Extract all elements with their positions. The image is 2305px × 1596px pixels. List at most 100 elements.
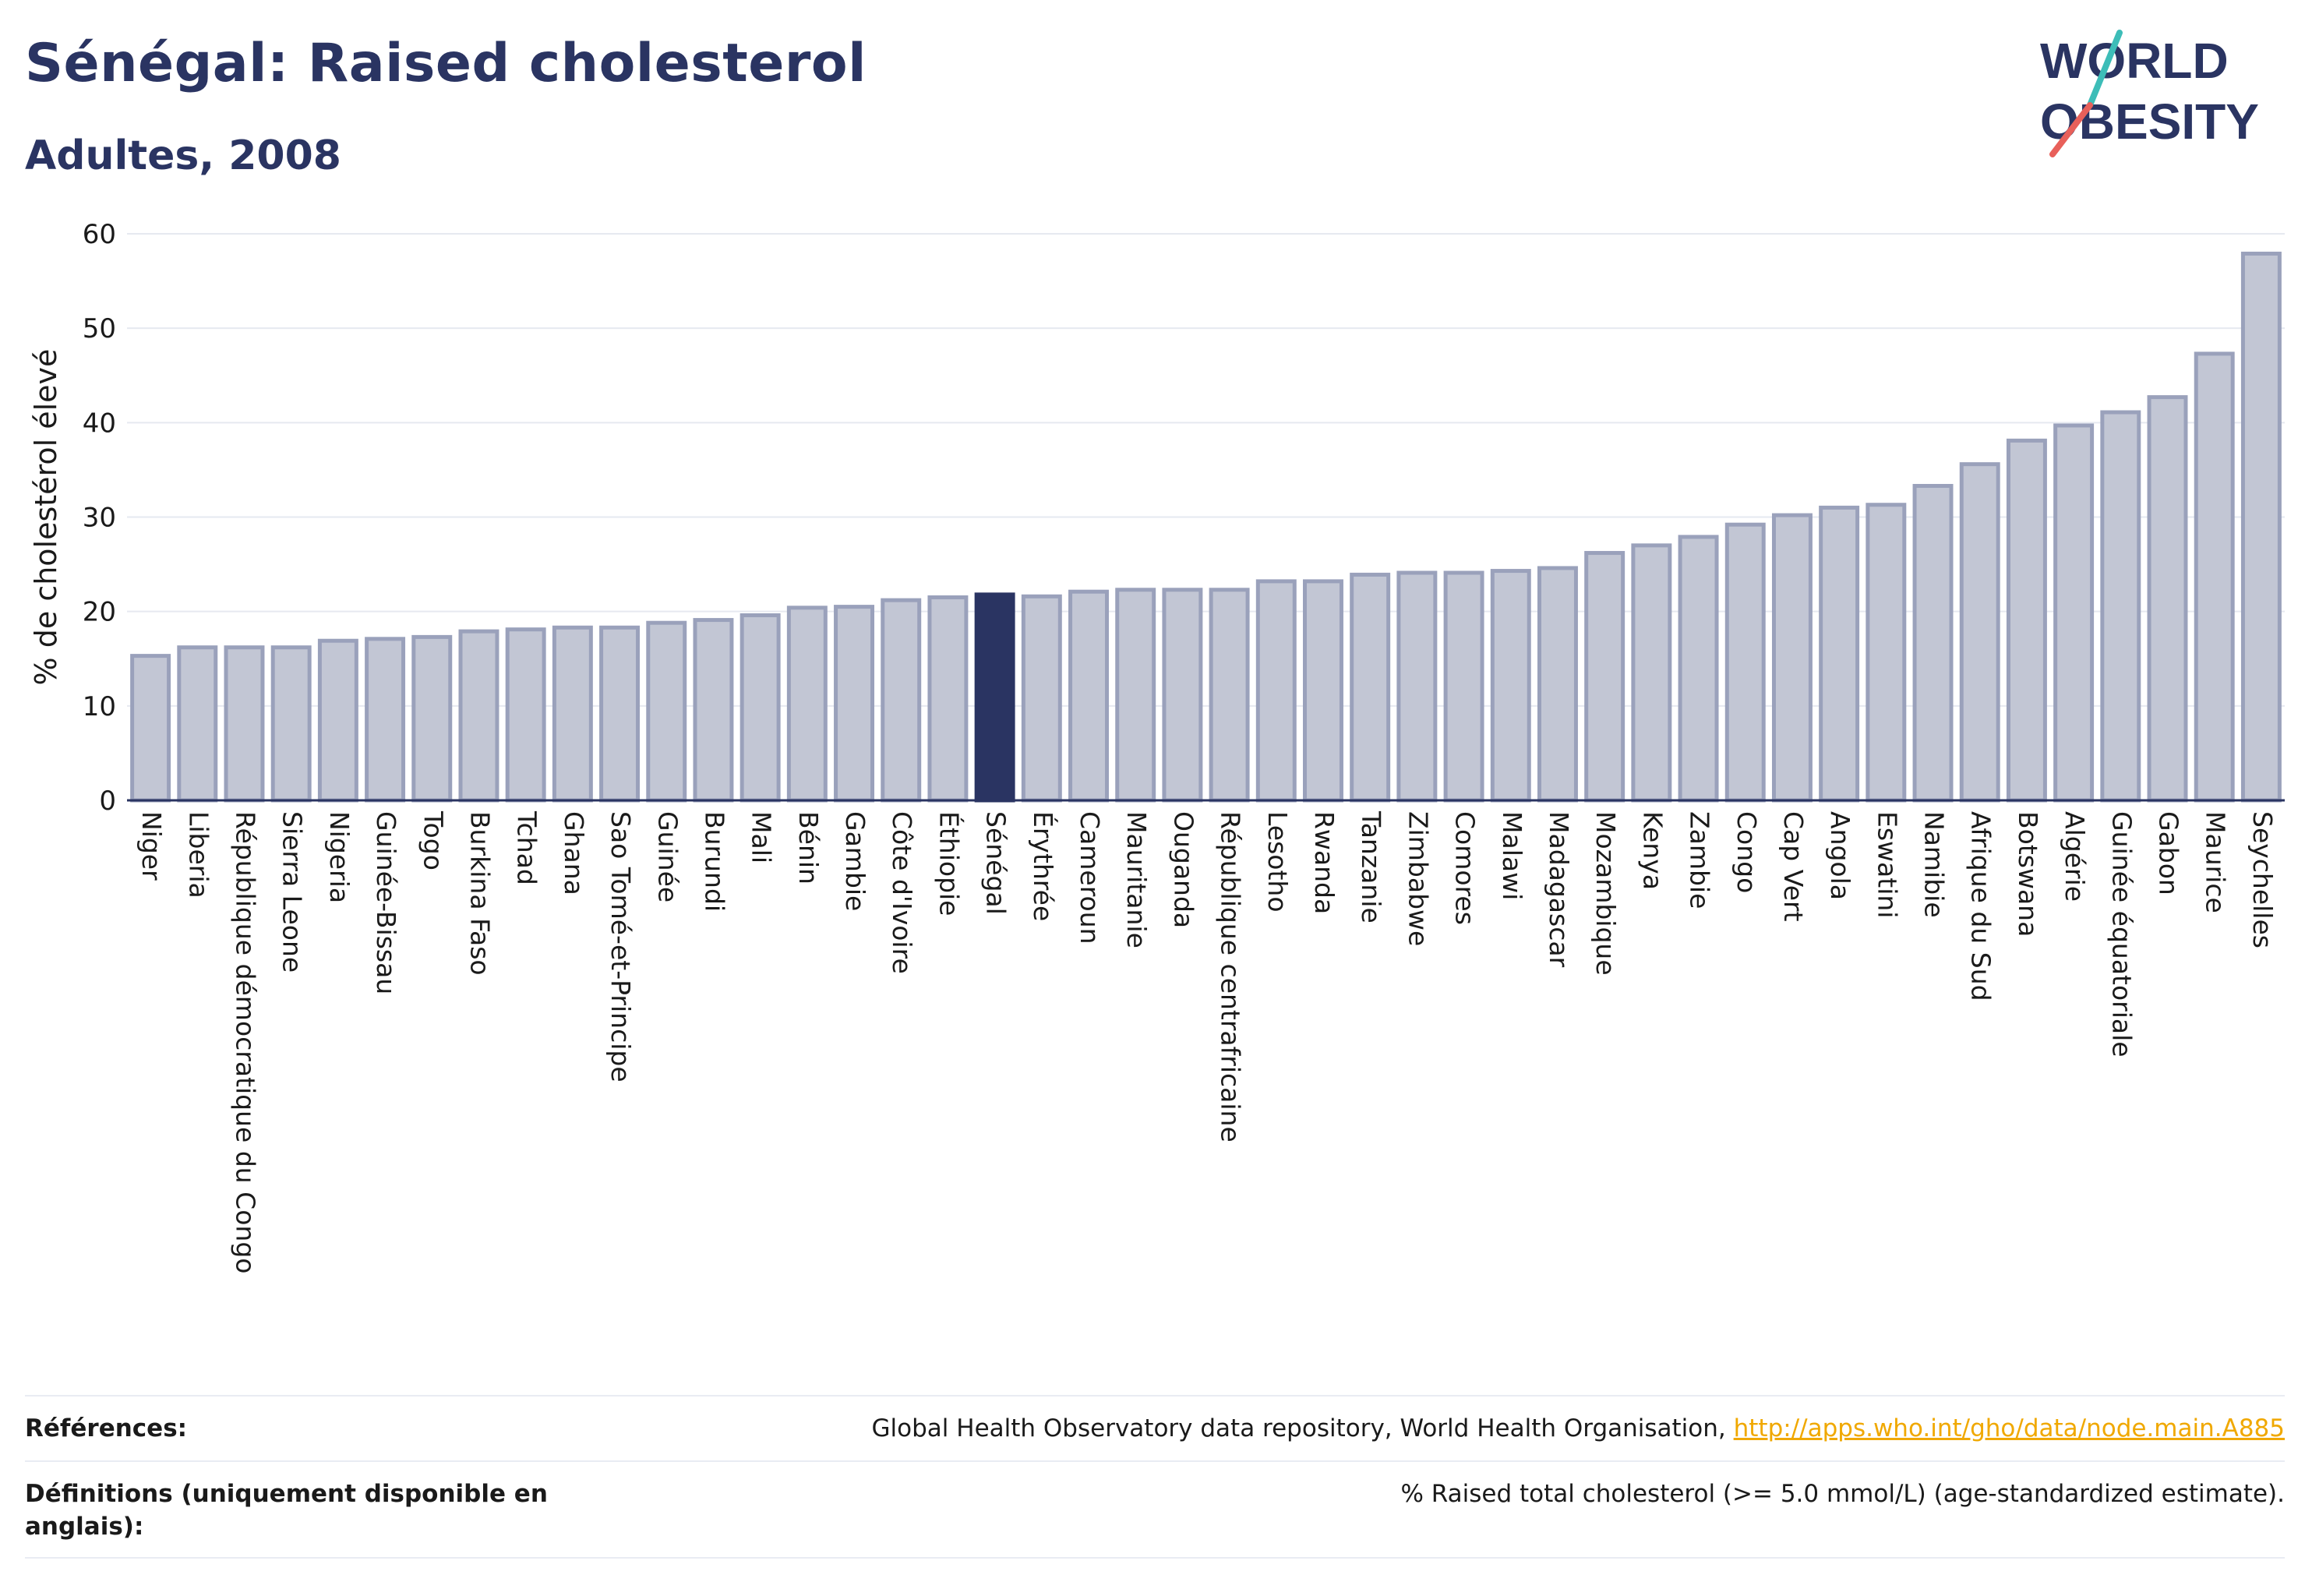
bar-guin-e-quatoriale	[2100, 410, 2141, 803]
x-tick-label: Nigeria	[324, 811, 355, 903]
bar-ghana	[552, 625, 593, 803]
x-tick-label: Maurice	[2201, 811, 2231, 913]
logo-slash-teal	[2087, 30, 2123, 108]
bar-eswatini	[1866, 503, 1907, 803]
bar-zambie	[1678, 535, 1719, 803]
x-tick-label: Gambie	[840, 811, 870, 911]
x-tick-label: Côte d'Ivoire	[887, 811, 917, 974]
bar-comores	[1443, 570, 1484, 803]
bar-angola	[1819, 505, 1860, 803]
x-tick-label: Comores	[1450, 811, 1481, 925]
x-tick-label: Lesotho	[1262, 811, 1293, 913]
x-tick-label: Sierra Leone	[277, 811, 308, 973]
x-tick-label: Kenya	[1637, 811, 1668, 890]
references-label: Références:	[25, 1414, 188, 1442]
x-tick-label: Guinée-Bissau	[371, 811, 401, 994]
y-tick-label: 40	[83, 408, 116, 439]
y-tick-labels: 0 10 20 30 40 50 60	[83, 219, 116, 817]
x-tick-label: République démocratique du Congo	[230, 811, 260, 1273]
x-tick-label: Algérie	[2060, 811, 2090, 902]
definitions-label: Définitions (uniquement disponible en an…	[25, 1480, 548, 1541]
x-tick-label: Togo	[418, 810, 448, 870]
bar-b-nin	[786, 606, 828, 803]
x-tick-label: Mauritanie	[1121, 811, 1152, 948]
bar-s-n-gal	[974, 592, 1015, 803]
bar-namibie	[1912, 484, 1954, 803]
y-tick-label: 10	[83, 691, 116, 722]
bar-guin-e	[646, 620, 687, 803]
bar-mali	[740, 613, 781, 803]
world-obesity-logo: WORLD OBESITY	[2040, 30, 2259, 157]
x-tick-label: Sénégal	[981, 811, 1011, 915]
bar-kenya	[1631, 543, 1672, 803]
definitions-row: Définitions (uniquement disponible en an…	[25, 1478, 2285, 1548]
bar-sierra-leone	[270, 645, 312, 803]
bar-tanzanie	[1350, 572, 1391, 803]
x-tick-label: Madagascar	[1544, 811, 1574, 968]
x-tick-label: Congo	[1731, 811, 1762, 893]
x-tick-label: Namibie	[1919, 811, 1950, 918]
bar-malawi	[1490, 569, 1531, 803]
bar-rwanda	[1303, 579, 1343, 803]
y-tick-label: 50	[83, 313, 116, 344]
x-tick-label: Sao Tomé-et-Principe	[605, 811, 636, 1082]
definitions-value: % Raised total cholesterol (>= 5.0 mmol/…	[1400, 1480, 2285, 1508]
x-tick-label: Angola	[1825, 811, 1855, 900]
logo-slash-red	[2049, 102, 2093, 157]
x-tick-label: Malawi	[1497, 811, 1527, 900]
x-tick-label: Mozambique	[1590, 811, 1621, 976]
x-tick-label: Botswana	[2013, 811, 2043, 937]
bar-gabon	[2147, 395, 2188, 803]
references-row: Références: Global Health Observatory da…	[25, 1412, 2285, 1446]
bar-chart: 0 10 20 30 40 50 60 Niger Liberia République dém…	[29, 219, 2285, 1273]
x-tick-label: Éthiopie	[934, 811, 965, 916]
bar-ouganda	[1162, 588, 1203, 803]
x-tick-label: Niger	[136, 811, 167, 881]
chart-title: Sénégal: Raised cholesterol	[25, 33, 867, 94]
x-tick-label: Guinée	[652, 811, 683, 902]
footer-rule-middle	[25, 1460, 2285, 1462]
x-tick-labels: Niger Liberia République démocratique du C…	[136, 810, 2278, 1273]
bar-madagascar	[1537, 566, 1578, 803]
x-tick-label: Guinée équatoriale	[2106, 811, 2137, 1058]
x-tick-label: Seychelles	[2247, 811, 2278, 948]
x-tick-label: Ouganda	[1168, 811, 1198, 928]
y-tick-label: 20	[83, 597, 116, 628]
x-tick-label: Zimbabwe	[1403, 811, 1433, 946]
x-tick-label: République centrafricaine	[1216, 811, 1246, 1142]
x-tick-label: Érythrée	[1028, 811, 1059, 921]
bar-seychelles	[2240, 251, 2282, 803]
x-tick-label: Liberia	[183, 811, 214, 899]
references-text: Global Health Observatory data repositor…	[871, 1414, 1734, 1442]
x-tick-label: Eswatini	[1872, 811, 1902, 918]
bar-c-te-d-ivoire	[881, 598, 922, 803]
bar--thiopie	[927, 595, 969, 803]
x-tick-label: Tchad	[512, 810, 542, 885]
bar-niger	[130, 654, 171, 803]
bar-tchad	[505, 627, 546, 803]
x-tick-label: Mali	[747, 811, 777, 863]
logo-line1: WORLD	[2040, 33, 2229, 89]
x-tick-label: Bénin	[793, 811, 824, 885]
bar-liberia	[177, 645, 218, 803]
bar-nigeria	[317, 638, 358, 803]
x-tick-label: Afrique du Sud	[1966, 811, 1996, 1001]
references-link[interactable]: http://apps.who.int/gho/data/node.main.A…	[1733, 1414, 2285, 1442]
references-value: Global Health Observatory data repositor…	[872, 1412, 2285, 1445]
bar-burundi	[693, 618, 734, 803]
logo-line2: OBESITY	[2040, 94, 2259, 150]
x-tick-label: Burkina Faso	[464, 811, 495, 976]
x-tick-label: Rwanda	[1309, 811, 1340, 914]
bar-lesotho	[1255, 579, 1297, 803]
x-tick-label: Cameroun	[1075, 811, 1105, 945]
bar-guin-e-bissau	[365, 637, 406, 803]
y-tick-label: 0	[99, 786, 116, 817]
x-tick-label: Tanzanie	[1356, 810, 1386, 923]
bar-burkina-faso	[458, 629, 499, 803]
bar-togo	[411, 634, 453, 803]
bar-cap-vert	[1771, 513, 1813, 803]
bar-gambie	[834, 605, 875, 803]
bar-afrique-du-sud	[1959, 462, 2000, 803]
y-tick-label: 30	[83, 503, 116, 534]
y-axis-label: % de cholestérol élevé	[29, 349, 63, 686]
